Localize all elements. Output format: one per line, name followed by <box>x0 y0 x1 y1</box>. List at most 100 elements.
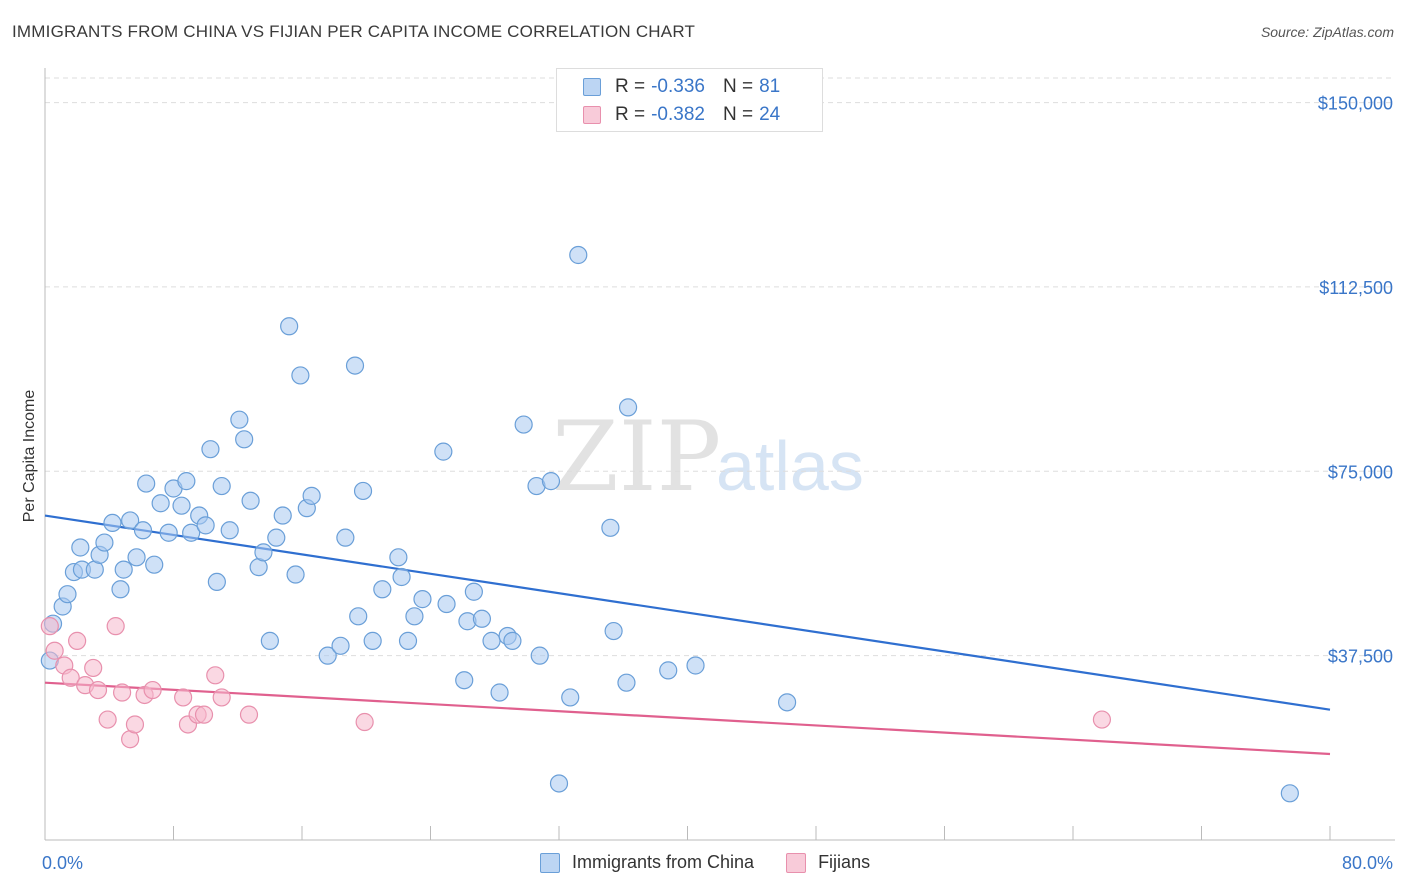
fiji-trend-line <box>44 681 1331 756</box>
x-tick-labels: 0.0% 80.0% <box>42 853 1393 873</box>
china-point <box>777 693 797 712</box>
china-point <box>604 621 623 641</box>
china-point <box>618 398 638 417</box>
x-tick-label: 80.0% <box>1342 853 1393 873</box>
china-point <box>196 516 215 535</box>
legend-swatch-fiji <box>583 106 601 124</box>
fiji-point <box>1092 710 1112 729</box>
china-point <box>434 442 453 461</box>
china-point <box>212 476 231 496</box>
china-point <box>182 523 201 542</box>
china-point <box>127 548 146 567</box>
y-tick-label: $150,000 <box>1318 94 1393 114</box>
china-point <box>177 472 196 491</box>
fiji-point <box>143 680 162 700</box>
china-point <box>389 548 408 567</box>
china-point <box>151 494 170 513</box>
chart-title: IMMIGRANTS FROM CHINA VS FIJIAN PER CAPI… <box>12 22 696 41</box>
legend-r-value: -0.382 <box>651 104 705 125</box>
china-point <box>201 440 220 459</box>
china-point <box>617 673 636 692</box>
china-point <box>273 506 292 525</box>
china-point <box>286 565 305 584</box>
china-point <box>569 245 588 265</box>
china-point <box>71 538 90 557</box>
china-point <box>260 631 279 650</box>
fiji-point <box>355 712 374 732</box>
china-point <box>490 683 509 702</box>
china-point <box>686 656 705 675</box>
legend-r-label: R = <box>615 76 646 97</box>
china-point <box>363 631 382 650</box>
fiji-point <box>45 641 64 660</box>
china-point <box>464 582 483 601</box>
china-point <box>159 523 178 542</box>
legend-item-china: Immigrants from China <box>540 852 754 873</box>
legend-r-value: -0.336 <box>651 76 705 97</box>
china-point <box>103 513 122 533</box>
fiji-point <box>125 715 145 734</box>
china-point <box>1280 784 1299 803</box>
china-point <box>455 671 474 690</box>
y-tick-labels: $37,500 $75,000 $112,500 $150,000 <box>1318 94 1393 667</box>
trend-lines <box>44 514 1331 756</box>
china-point <box>220 521 239 540</box>
fiji-point <box>112 683 132 702</box>
fiji-point <box>98 710 117 729</box>
fiji-point <box>68 631 87 650</box>
china-point <box>349 607 368 626</box>
china-point <box>392 567 411 587</box>
legend-row-fiji: R = -0.382 N = 24 <box>583 103 780 127</box>
y-tick-label: $112,500 <box>1319 278 1393 298</box>
grid-lines <box>45 77 1395 657</box>
axes <box>44 68 1395 841</box>
data-points <box>40 245 1299 803</box>
china-point <box>58 585 77 604</box>
legend-label-china: Immigrants from China <box>572 852 755 872</box>
china-point <box>114 560 133 579</box>
legend-n-label: N = <box>722 104 754 125</box>
china-point <box>514 415 533 434</box>
china-point <box>437 594 456 614</box>
china-point <box>172 496 191 515</box>
watermark-zip: ZIP <box>552 401 721 513</box>
fiji-point <box>174 688 193 707</box>
china-point <box>549 774 569 793</box>
china-point <box>336 528 355 547</box>
china-point <box>561 688 580 707</box>
china-point <box>230 410 249 429</box>
china-point <box>345 356 365 375</box>
china-point <box>133 521 153 540</box>
china-point <box>331 636 350 655</box>
china-point <box>318 646 337 665</box>
fiji-point <box>206 666 225 685</box>
fiji-point <box>194 705 214 724</box>
fiji-point <box>84 658 103 678</box>
china-point <box>302 486 321 505</box>
legend-swatch-china <box>540 852 560 873</box>
fiji-point <box>40 617 59 636</box>
legend-swatch-fiji <box>786 852 807 873</box>
legend-n-value: 81 <box>759 76 781 97</box>
china-point <box>353 481 373 501</box>
china-point <box>280 317 299 336</box>
china-point <box>405 607 424 626</box>
legend-item-fiji: Fijians <box>786 852 870 873</box>
china-point <box>267 528 286 547</box>
china-trend-line <box>44 514 1331 711</box>
china-point <box>291 366 310 385</box>
legend-n-label: N = <box>722 76 754 97</box>
watermark-atlas: atlas <box>716 427 864 505</box>
china-point <box>254 543 273 562</box>
china-point <box>482 631 501 650</box>
china-point <box>111 580 130 599</box>
fiji-point <box>106 617 125 636</box>
china-point <box>503 631 522 650</box>
series-legend: Immigrants from China Fijians <box>540 852 902 873</box>
china-point <box>659 661 678 680</box>
china-point <box>530 646 549 665</box>
china-point <box>241 491 260 510</box>
china-point <box>373 580 392 599</box>
china-point <box>121 511 140 530</box>
